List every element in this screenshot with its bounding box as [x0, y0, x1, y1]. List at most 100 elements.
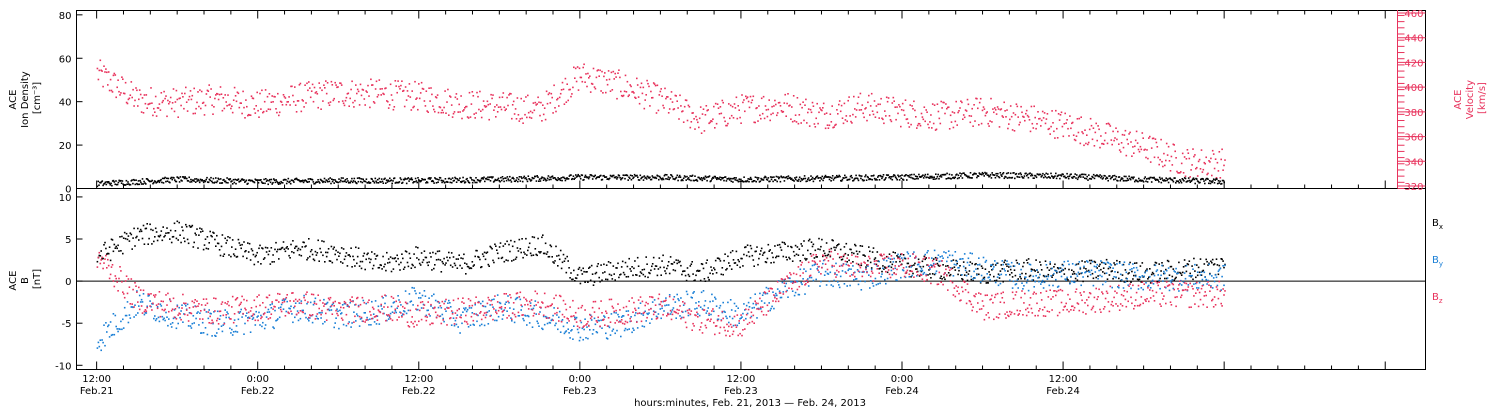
velocity-point [736, 117, 739, 120]
bx-point [254, 255, 257, 258]
velocity-point [1172, 143, 1175, 146]
by-point [363, 312, 366, 314]
by-point [1101, 275, 1103, 278]
bx-point [730, 268, 733, 270]
bx-point [143, 243, 146, 245]
velocity-point [576, 66, 579, 68]
density-point [568, 175, 571, 177]
by-point [815, 278, 817, 281]
density-point [385, 179, 388, 181]
velocity-point [1133, 152, 1135, 154]
bx-point [656, 274, 659, 277]
bx-point [1171, 275, 1174, 278]
by-point [201, 321, 204, 324]
by-point [624, 327, 627, 330]
bx-point [451, 266, 454, 268]
bx-point [749, 244, 752, 247]
velocity-point [994, 107, 996, 109]
density-point [365, 178, 368, 180]
by-point [241, 316, 243, 318]
by-point [450, 324, 453, 326]
bx-point [1029, 274, 1032, 277]
bx-point [247, 242, 249, 244]
density-point [616, 176, 619, 179]
bx-point [1179, 271, 1181, 274]
density-point [434, 177, 436, 179]
bx-point [487, 263, 490, 266]
density-point [634, 175, 637, 177]
velocity-point [1122, 146, 1125, 149]
velocity-point [818, 111, 820, 114]
velocity-point [592, 67, 595, 70]
velocity-point [971, 107, 973, 110]
density-point [587, 176, 589, 178]
density-point [301, 180, 303, 183]
by-point [788, 277, 790, 279]
bx-point [681, 273, 683, 276]
velocity-point [424, 105, 427, 107]
by-point [537, 322, 539, 325]
bx-point [1113, 262, 1115, 264]
velocity-point [869, 105, 872, 107]
density-point [240, 180, 242, 182]
velocity-point [139, 93, 142, 96]
bx-point [679, 260, 681, 263]
velocity-point [990, 97, 992, 100]
bx-point [422, 259, 425, 261]
by-point [1165, 269, 1168, 272]
velocity-point [787, 93, 789, 95]
bx-point [1076, 279, 1079, 281]
by-point [1211, 287, 1214, 289]
velocity-point [967, 103, 970, 106]
by-point [977, 264, 979, 266]
bx-point [554, 260, 556, 262]
by-point [736, 324, 739, 327]
by-point [138, 305, 140, 307]
bx-point [887, 265, 890, 268]
velocity-point [540, 101, 542, 104]
velocity-point [684, 99, 687, 101]
bx-point [318, 260, 320, 262]
bx-point [993, 275, 995, 278]
velocity-point [733, 103, 736, 105]
density-point [362, 178, 364, 181]
density-point [1054, 175, 1056, 177]
bx-point [845, 242, 848, 245]
velocity-point [727, 122, 729, 125]
by-point [868, 274, 870, 276]
bx-point [966, 279, 969, 282]
by-point [889, 258, 892, 260]
velocity-point [393, 106, 396, 108]
velocity-point [238, 106, 241, 109]
by-point [131, 306, 133, 308]
by-point [646, 312, 648, 315]
density-point [770, 178, 773, 181]
bx-point [104, 241, 106, 244]
bx-point [911, 264, 913, 267]
velocity-point [1191, 164, 1193, 166]
velocity-point [808, 125, 811, 127]
by-point [910, 266, 912, 268]
by-point [384, 302, 386, 305]
velocity-point [1202, 168, 1205, 171]
velocity-point [1134, 139, 1137, 142]
density-point [1204, 182, 1206, 185]
velocity-point [404, 86, 407, 88]
density-point [827, 176, 830, 178]
velocity-point [1163, 152, 1165, 155]
density-point [731, 177, 733, 180]
bx-point [770, 262, 772, 264]
bx-point [998, 277, 1001, 279]
velocity-point [632, 90, 634, 93]
by-point [160, 305, 163, 307]
velocity-point [509, 92, 511, 95]
density-point [199, 178, 202, 181]
density-point [274, 181, 277, 184]
velocity-point [1091, 138, 1094, 141]
velocity-point [379, 88, 382, 90]
bx-point [952, 259, 955, 261]
density-point [1071, 176, 1073, 179]
density-point [192, 179, 195, 181]
by-point [657, 313, 660, 315]
by-point [1088, 271, 1091, 273]
